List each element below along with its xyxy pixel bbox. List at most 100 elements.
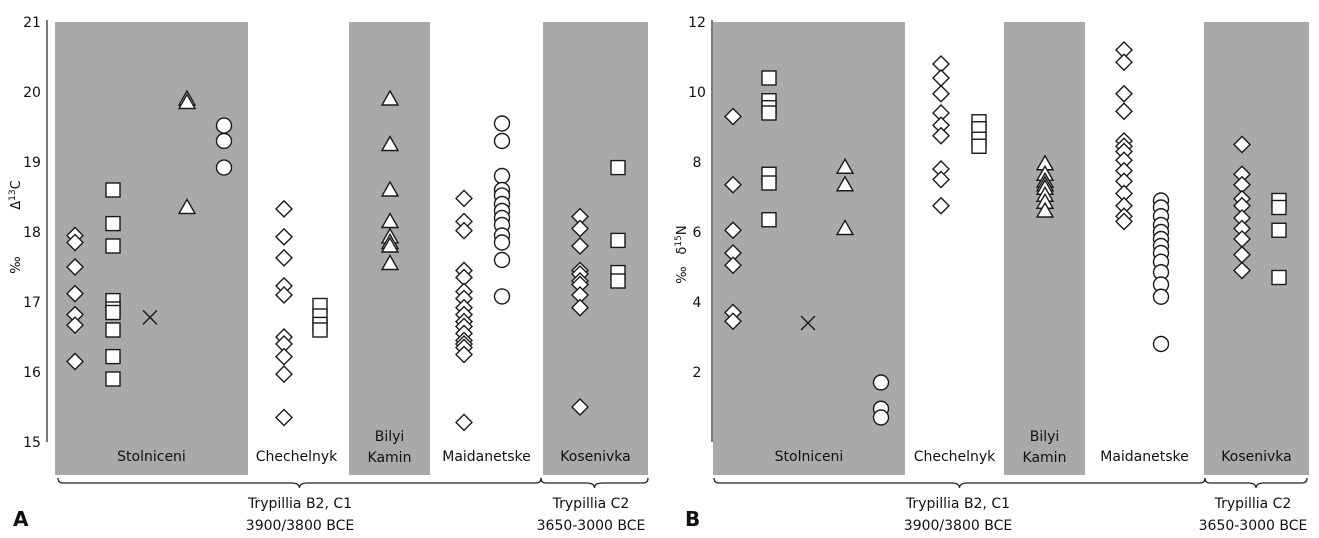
diamond-point: [932, 84, 950, 103]
y-tick-label: 17: [23, 295, 41, 311]
square-point: [971, 138, 987, 154]
site-label-kosenivka: Kosenivka: [1221, 449, 1291, 465]
circle-point: [215, 159, 233, 176]
diamond-point: [1115, 84, 1133, 103]
site-label-chechelnyk: Chechelnyk: [914, 449, 996, 465]
square-point: [761, 175, 777, 191]
period-dates-b2-c1: 3900/3800 BCE: [904, 518, 1012, 534]
diamond-point: [571, 219, 589, 238]
diamond-point: [571, 237, 589, 255]
circle-point: [493, 288, 511, 305]
square-point: [312, 322, 328, 338]
diamond-point: [455, 189, 473, 208]
series-stolniceni-cross: [800, 315, 816, 331]
site-label-kosenivka: Kosenivka: [560, 449, 630, 465]
y-tick-label: 20: [23, 85, 41, 101]
period-dates-c2: 3650-3000 BCE: [1199, 518, 1308, 534]
square-point: [610, 273, 626, 289]
circle-point: [493, 234, 511, 251]
circle-point: [493, 251, 511, 269]
square-point: [610, 159, 626, 176]
square-point: [1271, 269, 1287, 286]
series-kosenivka-square: [1271, 192, 1287, 286]
square-point: [610, 232, 626, 249]
triangle-point: [835, 219, 855, 236]
diamond-point: [455, 221, 473, 240]
diamond-point: [932, 170, 950, 189]
series-kosenivka-diamond: [571, 207, 589, 416]
site-label-chechelnyk: Chechelnyk: [256, 449, 338, 465]
series-kosenivka-diamond: [1233, 135, 1251, 280]
site-label-bilyi-kamin-1: Bilyi: [375, 429, 405, 445]
circle-point: [493, 167, 511, 185]
triangle-point: [177, 198, 197, 215]
series-maidanetske-diamond: [455, 189, 473, 432]
series-stolniceni-cross: [142, 309, 158, 325]
site-label-maidanetske: Maidanetske: [442, 449, 531, 465]
series-maidanetske-circle: [1152, 192, 1170, 353]
site-band-kosenivka: [1204, 22, 1309, 475]
series-stolniceni-triangle: [835, 157, 855, 236]
y-axis-label: δ15N: [674, 225, 690, 254]
series-stolniceni-triangle: [177, 89, 197, 215]
diamond-point: [275, 408, 293, 427]
triangle-point: [1035, 201, 1055, 218]
square-point: [761, 70, 777, 86]
period-label-c2: Trypillia C2: [552, 496, 630, 512]
period-dates-b2-c1: 3900/3800 BCE: [246, 518, 354, 534]
series-stolniceni-circle: [215, 117, 233, 176]
diamond-point: [932, 126, 950, 145]
series-maidanetske-diamond: [1115, 41, 1133, 231]
series-stolniceni-square: [105, 182, 121, 387]
y-tick-label: 2: [693, 365, 702, 381]
triangle-point: [380, 180, 400, 197]
diamond-point: [724, 221, 742, 240]
panel-letter: B: [685, 507, 700, 531]
square-point: [105, 304, 121, 321]
site-label-stolniceni: Stolniceni: [117, 449, 186, 465]
site-label-bilyi-kamin-2: Kamin: [1023, 450, 1067, 466]
cross-point: [800, 315, 816, 331]
diamond-point: [275, 347, 293, 366]
y-axis-label: Δ13C: [8, 180, 24, 209]
diamond-point: [66, 352, 84, 371]
square-point: [1271, 222, 1287, 238]
site-band-stolniceni: [713, 22, 905, 475]
series-stolniceni-diamond: [724, 107, 742, 331]
triangle-point: [380, 89, 400, 106]
series-chechelnyk-diamond: [932, 55, 950, 215]
diamond-point: [66, 316, 84, 335]
panel-letter: A: [13, 507, 29, 531]
site-label-bilyi-kamin-2: Kamin: [368, 450, 412, 466]
square-point: [761, 212, 777, 228]
y-tick-label: 18: [23, 225, 41, 241]
diamond-point: [455, 345, 473, 364]
triangle-point: [380, 236, 400, 253]
panel-b: 2 4 6 8 10 12 δ15N ‰ Stolniceni Chechelnyk Bilyi K…: [674, 15, 1309, 534]
series-stolniceni-circle: [872, 374, 890, 426]
series-chechelnyk-square: [312, 297, 328, 338]
diamond-point: [932, 196, 950, 215]
series-kosenivka-square: [610, 159, 626, 289]
series-bilyi-kamin-triangle: [380, 89, 400, 271]
triangle-point: [380, 135, 400, 152]
y-tick-label: 12: [688, 15, 706, 31]
square-point: [105, 371, 121, 387]
series-maidanetske-circle: [493, 115, 511, 305]
diamond-point: [455, 413, 473, 432]
diamond-point: [724, 312, 742, 331]
triangle-point: [177, 93, 197, 110]
square-point: [105, 348, 121, 365]
diamond-point: [275, 286, 293, 304]
y-axis-unit: ‰: [9, 256, 24, 273]
y-tick-label: 4: [693, 295, 702, 311]
series-stolniceni-diamond: [66, 226, 84, 371]
y-axis-unit: ‰: [675, 266, 690, 283]
diamond-point: [724, 256, 742, 275]
diamond-point: [66, 258, 84, 276]
diamond-point: [66, 284, 84, 303]
triangle-point: [835, 175, 855, 192]
circle-point: [1152, 335, 1170, 353]
diamond-point: [1233, 135, 1251, 154]
